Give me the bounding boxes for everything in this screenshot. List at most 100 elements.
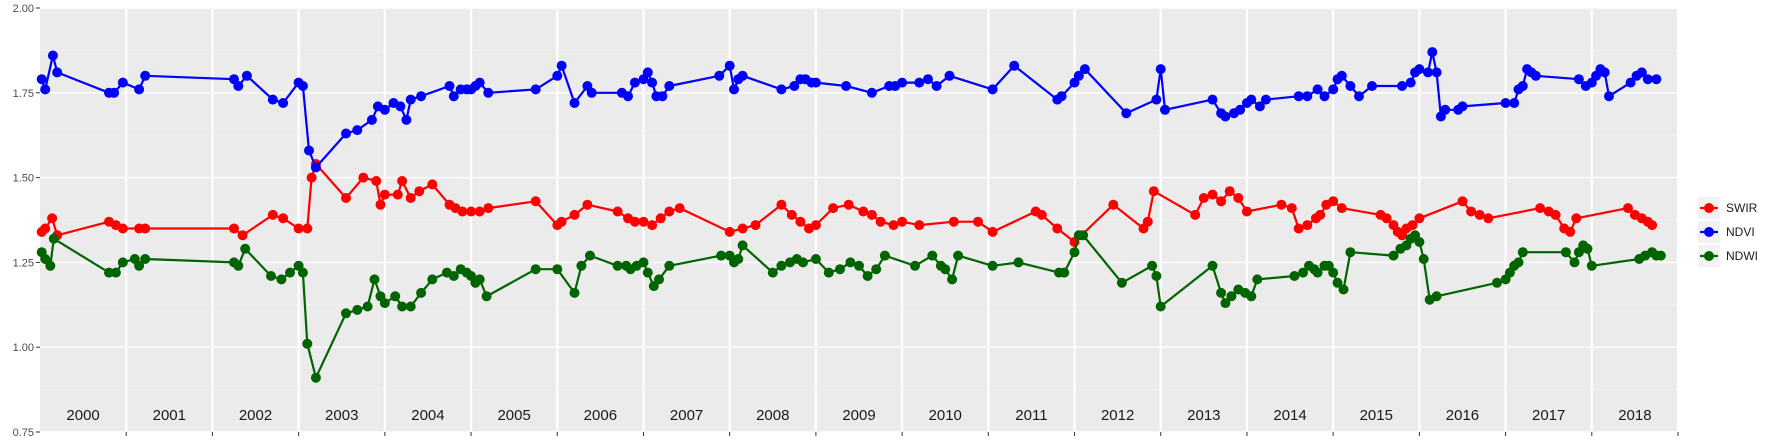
data-point-ndvi <box>841 81 852 91</box>
data-point-ndvi <box>1397 81 1408 91</box>
y-tick-label: 1.75 <box>13 88 34 100</box>
legend-key-dot <box>1704 251 1714 261</box>
data-point-ndvi <box>1073 70 1084 81</box>
data-point-ndwi <box>362 301 373 312</box>
data-point-ndvi <box>483 87 494 98</box>
data-point-swir <box>267 209 278 220</box>
data-point-ndwi <box>664 260 675 271</box>
data-point-ndwi <box>140 254 151 264</box>
data-point-ndvi <box>1405 77 1416 88</box>
data-point-ndwi <box>1655 250 1666 261</box>
data-point-swir <box>1224 186 1235 197</box>
legend-item-ndvi: NDVI <box>1698 221 1755 243</box>
legend-key-dot <box>1704 203 1714 213</box>
data-point-ndwi <box>1328 267 1339 278</box>
data-point-swir <box>302 223 313 234</box>
data-point-ndwi <box>1569 257 1580 268</box>
year-label: 2013 <box>1187 407 1220 424</box>
data-point-ndvi <box>117 77 128 88</box>
data-point-swir <box>674 203 685 214</box>
data-point-ndwi <box>266 271 276 281</box>
data-point-ndvi <box>1319 91 1330 102</box>
data-point-ndwi <box>448 271 459 281</box>
data-point-ndwi <box>397 301 408 312</box>
data-point-ndwi <box>1582 243 1593 254</box>
data-point-ndwi <box>927 250 938 261</box>
data-point-ndvi <box>233 81 244 91</box>
data-point-swir <box>1647 220 1658 231</box>
y-tick-label: 1.00 <box>13 342 34 354</box>
data-point-ndvi <box>1160 104 1170 115</box>
data-point-ndvi <box>341 128 351 139</box>
data-point-swir <box>1108 199 1119 210</box>
data-point-ndwi <box>987 260 998 271</box>
data-point-ndvi <box>737 70 748 81</box>
y-tick-label: 0.75 <box>13 427 34 439</box>
data-point-ndvi <box>1328 84 1339 95</box>
data-point-swir <box>47 213 58 224</box>
data-point-ndwi <box>474 274 485 285</box>
data-point-ndvi <box>267 94 278 105</box>
data-point-swir <box>629 216 640 227</box>
data-point-ndvi <box>866 87 877 98</box>
data-point-ndvi <box>647 77 658 88</box>
data-point-ndvi <box>278 98 289 108</box>
year-label: 2012 <box>1101 407 1134 424</box>
data-point-swir <box>1571 213 1582 224</box>
data-point-ndvi <box>444 81 455 91</box>
data-point-swir <box>1190 209 1201 220</box>
data-point-ndvi <box>810 77 821 88</box>
legend-label: SWIR <box>1726 201 1758 215</box>
data-point-swir <box>1315 209 1326 220</box>
data-point-ndvi <box>1625 77 1636 88</box>
data-point-swir <box>140 223 151 234</box>
data-point-swir <box>1302 220 1313 231</box>
series-layer <box>36 47 1666 383</box>
data-point-ndvi <box>1500 98 1511 108</box>
data-point-ndvi <box>352 125 363 136</box>
year-label: 2000 <box>66 407 99 424</box>
data-point-swir <box>612 206 623 217</box>
data-point-swir <box>655 213 666 224</box>
data-point-ndvi <box>664 81 675 91</box>
year-label: 2014 <box>1273 407 1306 424</box>
year-label: 2006 <box>584 407 617 424</box>
data-point-ndvi <box>304 145 314 156</box>
data-point-swir <box>1565 226 1576 237</box>
data-point-swir <box>664 206 675 217</box>
year-label: 2002 <box>239 407 272 424</box>
data-point-swir <box>466 206 477 217</box>
data-point-swir <box>582 199 593 210</box>
data-point-ndvi <box>241 70 252 81</box>
data-point-ndvi <box>530 84 541 95</box>
data-point-ndwi <box>110 267 121 278</box>
data-point-ndwi <box>276 274 287 285</box>
data-point-swir <box>1381 213 1392 224</box>
data-point-ndwi <box>40 254 51 264</box>
data-point-swir <box>341 193 351 203</box>
data-point-swir <box>1036 209 1047 220</box>
data-point-swir <box>397 176 408 186</box>
data-point-swir <box>1623 203 1633 214</box>
data-point-ndwi <box>369 274 380 285</box>
data-point-ndwi <box>379 298 390 309</box>
data-point-ndwi <box>576 260 587 271</box>
data-point-ndwi <box>285 267 295 278</box>
data-point-swir <box>293 223 304 234</box>
data-point-ndwi <box>1252 274 1263 285</box>
legend-label: NDVI <box>1726 225 1755 239</box>
legend-label: NDWI <box>1726 249 1758 263</box>
data-point-ndwi <box>1220 298 1231 309</box>
data-point-swir <box>1414 213 1425 224</box>
data-point-ndvi <box>310 162 321 173</box>
data-point-ndwi <box>233 260 244 271</box>
data-point-swir <box>375 199 386 210</box>
data-point-swir <box>987 226 998 237</box>
data-point-ndvi <box>1636 67 1647 78</box>
data-point-swir <box>1148 186 1159 197</box>
data-point-swir <box>866 209 877 220</box>
data-point-ndwi <box>1388 250 1399 261</box>
x-axis: 2000 2001 2002 2003 2004 2005 2006 2007 2008 2009… <box>66 407 1679 436</box>
data-point-ndvi <box>1151 94 1162 105</box>
data-point-ndwi <box>117 257 128 268</box>
